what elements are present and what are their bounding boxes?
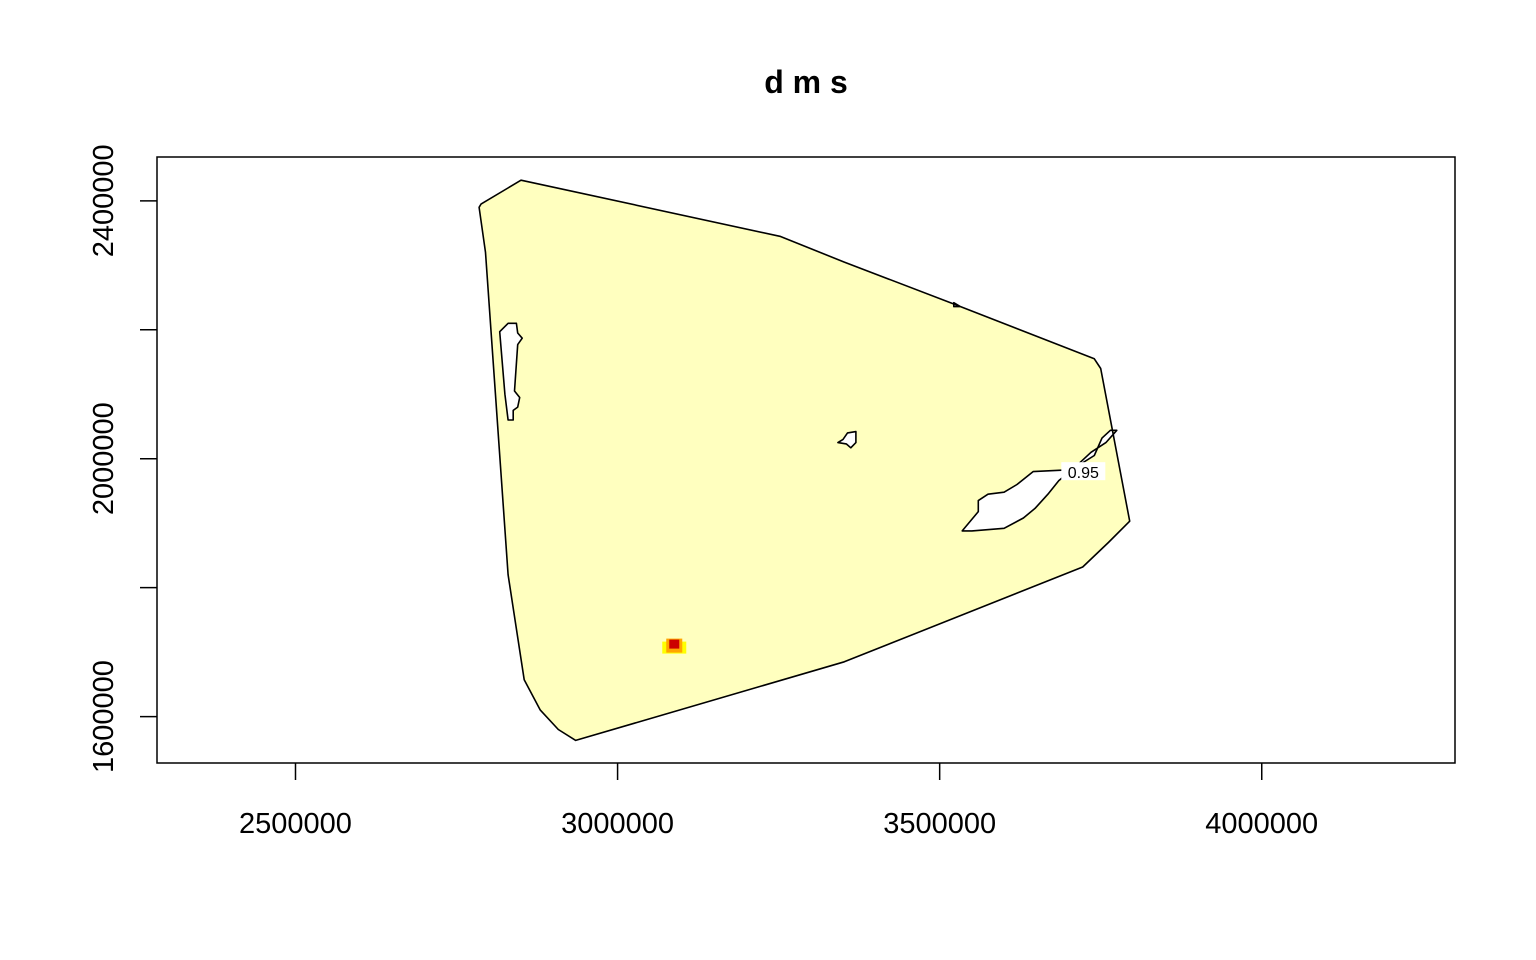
x-tick-label: 4000000: [1205, 808, 1318, 840]
hotspot-cell-high: [669, 639, 680, 649]
range-polygon: [478, 179, 1131, 742]
x-axis: 2500000 3000000 3500000 4000000: [239, 763, 1318, 840]
range-polygon-layer: [478, 179, 1131, 742]
x-tick-label: 3000000: [561, 808, 674, 840]
contour-level-label: 0.95: [1068, 465, 1099, 482]
density-hotspot-layer: [662, 638, 687, 654]
chart-title: d m s: [764, 64, 848, 100]
x-tick-label: 3500000: [883, 808, 996, 840]
y-tick-label: 2000000: [88, 402, 120, 515]
y-tick-label: 1600000: [88, 660, 120, 773]
y-axis: 1600000 2000000 2400000: [88, 144, 157, 773]
contour-label-layer: 0.95: [1061, 462, 1106, 482]
plot-frame: [156, 156, 1456, 764]
y-tick-label: 2400000: [88, 144, 120, 257]
contour-label-background: [1061, 462, 1106, 481]
x-tick-label: 2500000: [239, 808, 352, 840]
